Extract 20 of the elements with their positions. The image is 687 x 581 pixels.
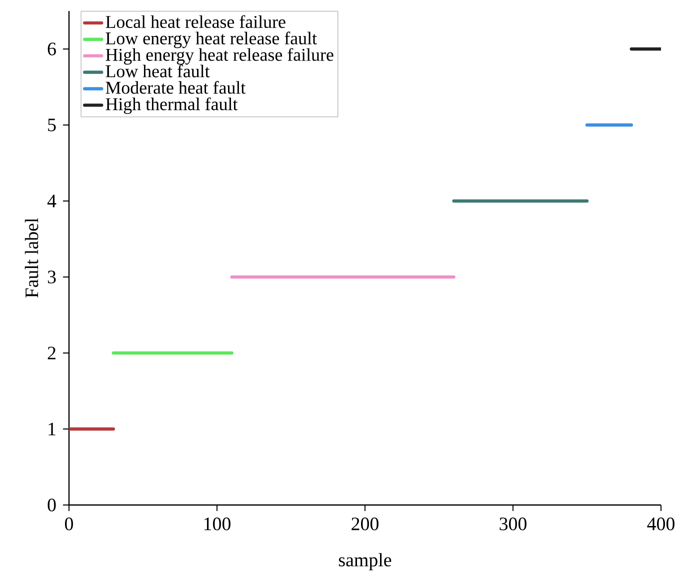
- legend-label: Moderate heat fault: [106, 80, 246, 94]
- legend-label: Low heat fault: [106, 64, 210, 78]
- legend-label: High energy heat release failure: [106, 48, 334, 65]
- y-tick-label: 6: [48, 42, 56, 56]
- x-tick-label: 200: [352, 518, 378, 530]
- y-tick-label: 4: [47, 194, 56, 208]
- x-axis-title: sample: [338, 553, 392, 570]
- y-tick-label: 2: [48, 346, 56, 360]
- legend-label: Low energy heat release fault: [106, 32, 317, 48]
- y-tick-label: 1: [48, 422, 56, 436]
- x-tick-label: 100: [204, 518, 230, 530]
- legend-label: High thermal fault: [106, 97, 238, 114]
- x-tick-label: 300: [500, 518, 526, 530]
- x-tick-label: 400: [647, 518, 674, 530]
- legend-label: Local heat release failure: [106, 15, 286, 28]
- y-axis-title: Fault label: [24, 218, 38, 298]
- y-tick-label: 0: [48, 498, 56, 512]
- x-tick-label: 0: [64, 518, 74, 530]
- y-tick-label: 5: [48, 118, 56, 132]
- y-tick-label: 3: [48, 270, 56, 284]
